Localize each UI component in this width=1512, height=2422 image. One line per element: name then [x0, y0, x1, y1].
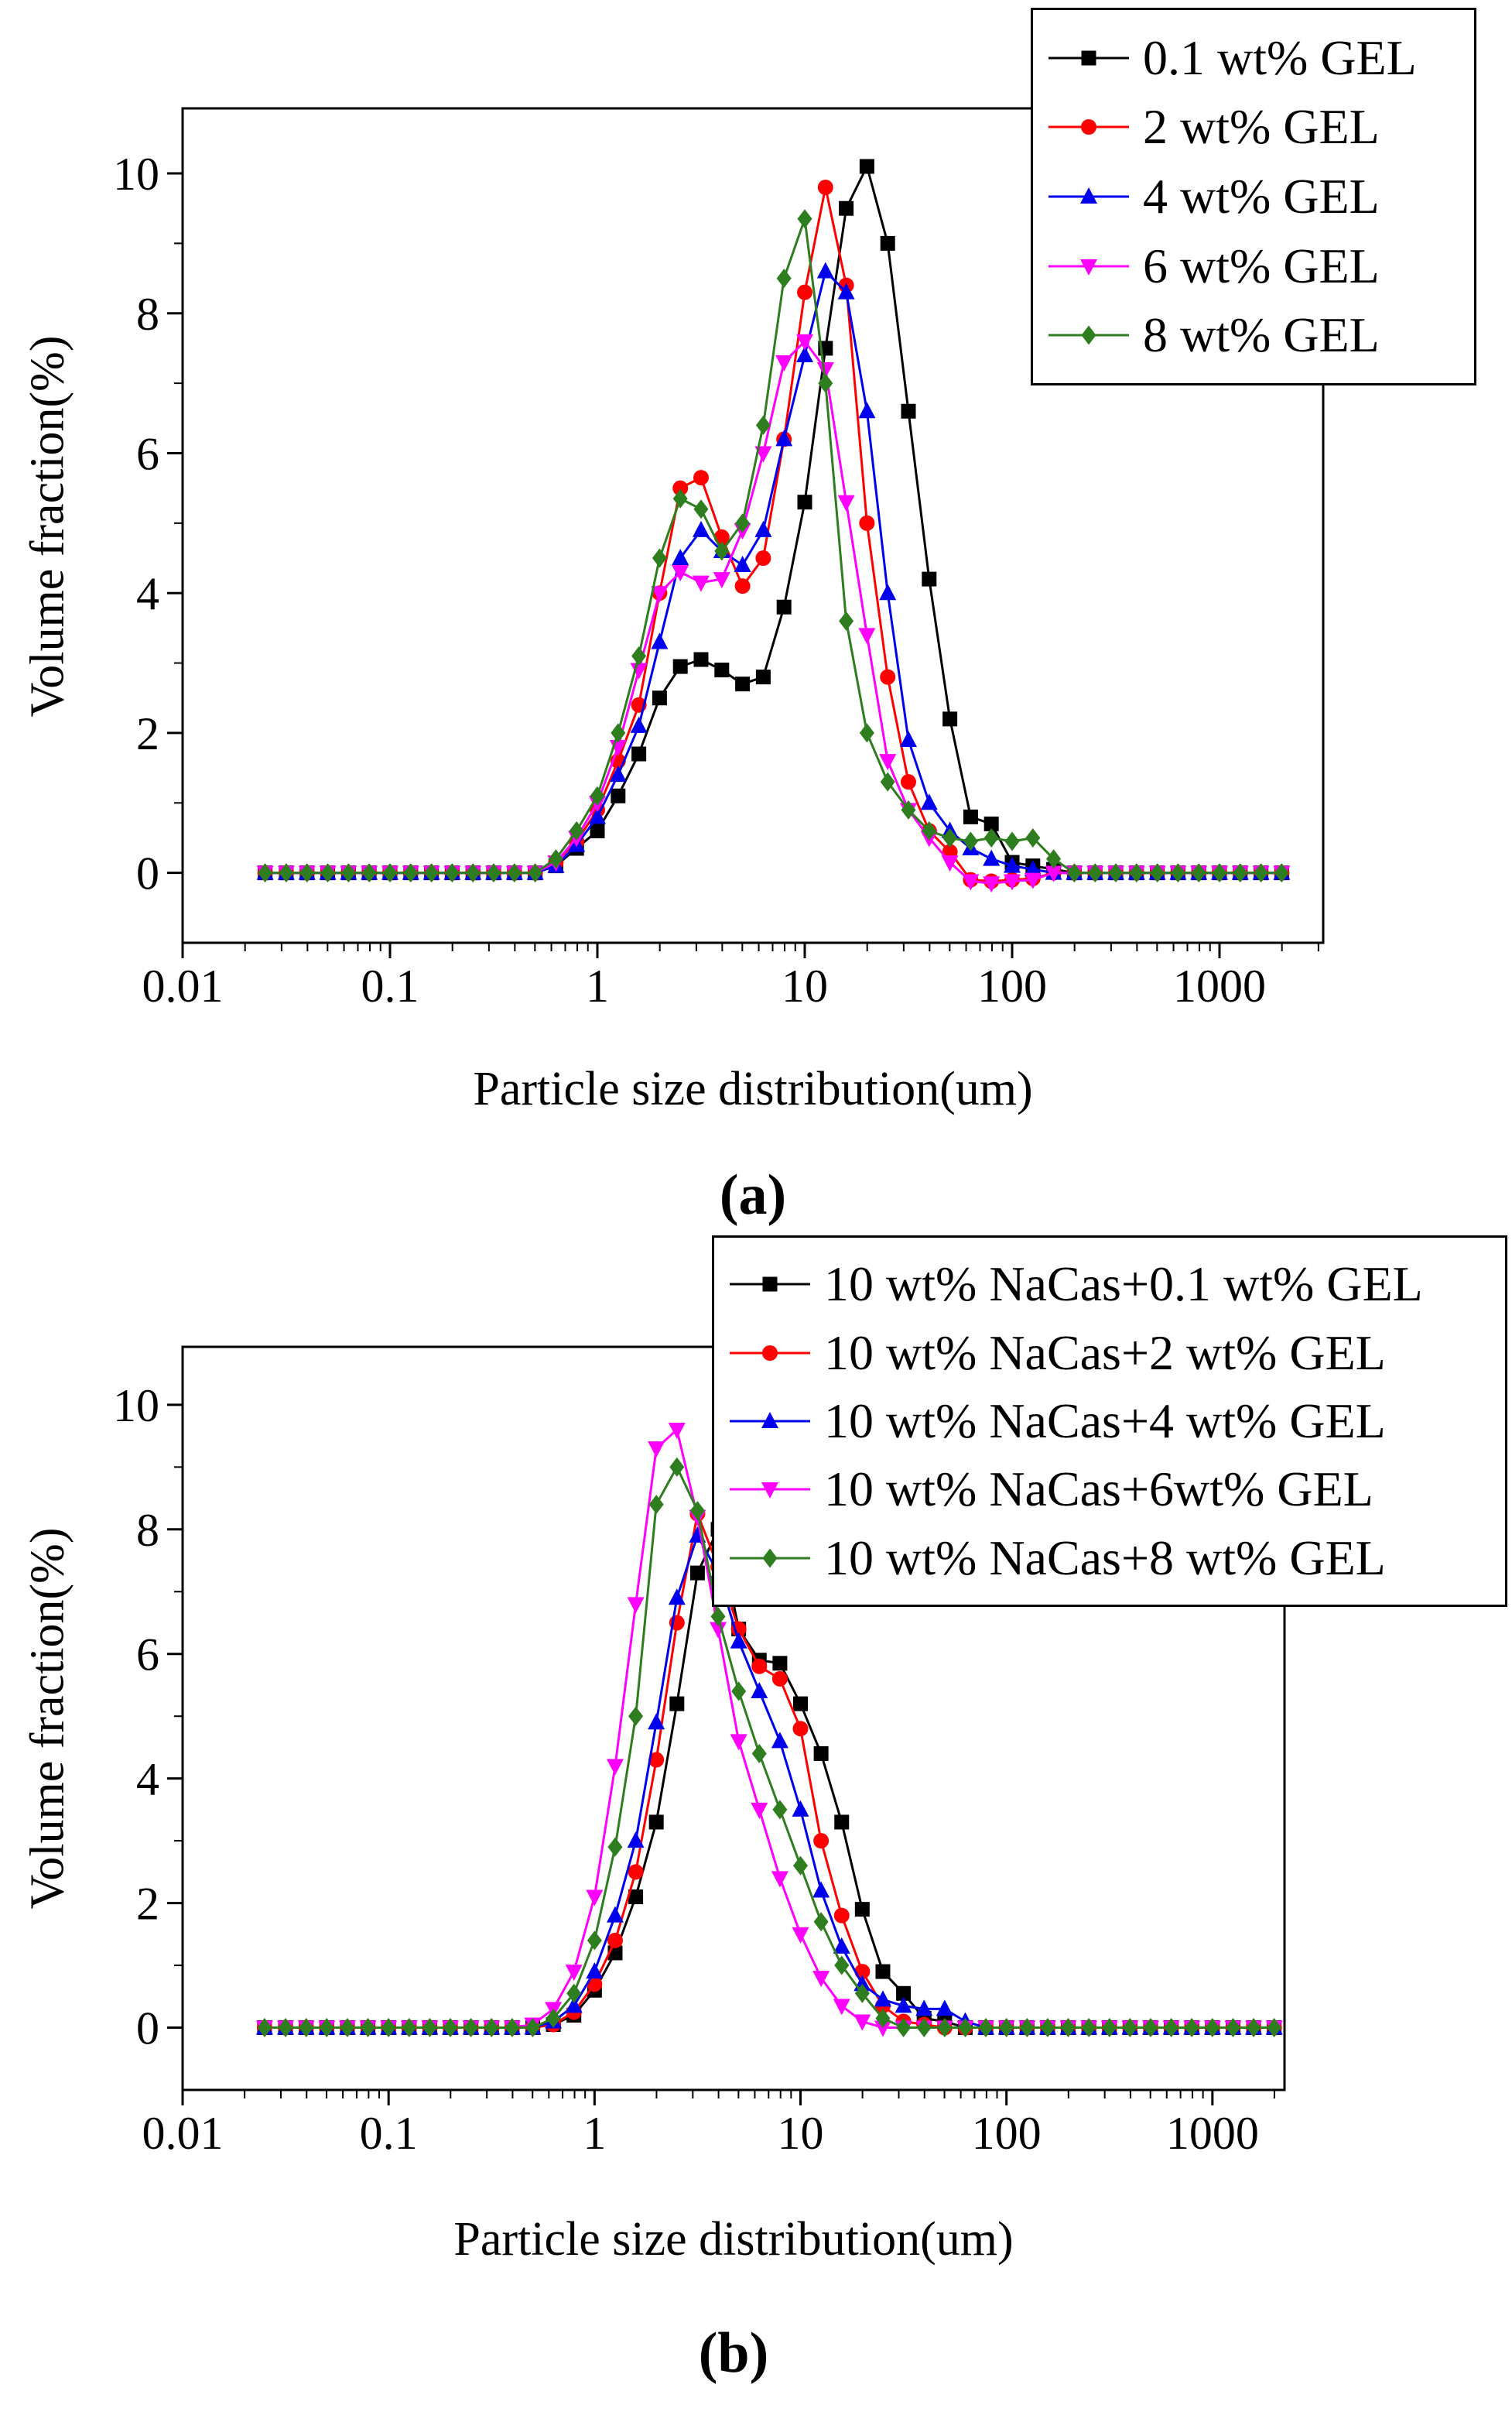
y-axis-title-b: Volume fraction(%) [21, 1527, 74, 1910]
x-tick-label: 1 [583, 2108, 606, 2159]
legend-label: 10 wt% NaCas+6wt% GEL [824, 1461, 1373, 1517]
x-axis-title-a: Particle size distribution(um) [473, 1063, 1033, 1115]
y-axis-b: 0 2 4 6 8 10 [113, 1380, 183, 2054]
legend-label: 10 wt% NaCas+0.1 wt% GEL [824, 1256, 1423, 1312]
triangle-down-legend-marker-icon [730, 1482, 810, 1499]
circle-legend-marker-icon [730, 1345, 810, 1361]
x-tick-label: 10 [778, 2108, 824, 2159]
legend-entry-a-4: 8 wt% GEL [1045, 310, 1466, 360]
legend-label: 10 wt% NaCas+2 wt% GEL [824, 1324, 1386, 1380]
x-tick-label: 1000 [1166, 2108, 1259, 2159]
legend-label: 6 wt% GEL [1143, 238, 1380, 293]
y-tick-label: 2 [136, 708, 159, 759]
y-tick-label: 4 [136, 568, 159, 619]
legend-entry-a-0: 0.1 wt% GEL [1045, 33, 1466, 83]
triangle-down-legend-marker-icon [1048, 259, 1129, 276]
y-tick-label: 6 [136, 1629, 159, 1680]
legend-label: 0.1 wt% GEL [1143, 29, 1417, 85]
square-legend-marker-icon [1048, 50, 1129, 66]
x-axis-b: 0.01 0.1 1 10 100 1000 [142, 2090, 1275, 2159]
legend-a: 0.1 wt% GEL 2 wt% GEL 4 wt% GEL 6 wt% GEL 8 … [1031, 8, 1476, 385]
y-tick-label: 4 [136, 1754, 159, 1805]
legend-label: 2 wt% GEL [1143, 99, 1380, 155]
circle-legend-marker-icon [1048, 119, 1129, 135]
legend-label: 8 wt% GEL [1143, 307, 1380, 363]
square-legend-marker-icon [730, 1276, 810, 1292]
legend-entry-b-4: 10 wt% NaCas+8 wt% GEL [727, 1533, 1497, 1583]
y-tick-label: 2 [136, 1879, 159, 1930]
x-tick-label: 10 [782, 961, 828, 1012]
series-b-4 [257, 1457, 1282, 2038]
y-tick-label: 8 [136, 1505, 159, 1556]
legend-entry-b-0: 10 wt% NaCas+0.1 wt% GEL [727, 1259, 1497, 1309]
legend-label: 10 wt% NaCas+8 wt% GEL [824, 1530, 1386, 1585]
plot-frame [181, 107, 1325, 944]
x-tick-label: 0.1 [360, 2108, 418, 2159]
legend-entry-a-1: 2 wt% GEL [1045, 102, 1466, 152]
diamond-legend-marker-icon [730, 1548, 810, 1568]
series-a-4 [258, 209, 1289, 883]
y-tick-label: 6 [136, 428, 159, 479]
triangle-up-legend-marker-icon [1048, 187, 1129, 204]
y-axis-title-a: Volume fraction(%) [21, 335, 74, 718]
legend-entry-a-2: 4 wt% GEL [1045, 168, 1466, 224]
legend-entry-b-2: 10 wt% NaCas+4 wt% GEL [727, 1396, 1497, 1446]
series-a-3 [256, 334, 1291, 893]
chart-a: 0.01 0.1 1 10 100 1000 0 2 4 6 8 10 [113, 107, 1325, 1012]
legend-b: 10 wt% NaCas+0.1 wt% GEL 10 wt% NaCas+2 w… [712, 1235, 1507, 1607]
triangle-up-legend-marker-icon [730, 1411, 810, 1428]
y-tick-label: 0 [136, 848, 159, 899]
diamond-legend-marker-icon [1048, 325, 1129, 345]
x-tick-label: 100 [977, 961, 1047, 1012]
y-tick-label: 10 [113, 1380, 159, 1431]
panel-caption-a: (a) [719, 1163, 787, 1227]
y-axis-a: 0 2 4 6 8 10 [113, 149, 183, 899]
x-tick-label: 100 [972, 2108, 1042, 2159]
y-tick-label: 10 [113, 149, 159, 200]
y-tick-label: 0 [136, 2003, 159, 2054]
legend-entry-a-3: 6 wt% GEL [1045, 238, 1466, 293]
x-axis-title-b: Particle size distribution(um) [453, 2213, 1014, 2266]
panel-caption-b: (b) [698, 2321, 769, 2385]
x-tick-label: 1 [586, 961, 609, 1012]
y-tick-label: 8 [136, 289, 159, 340]
x-axis-a: 0.01 0.1 1 10 100 1000 [142, 943, 1319, 1012]
x-tick-label: 1000 [1173, 961, 1266, 1012]
legend-entry-b-3: 10 wt% NaCas+6wt% GEL [727, 1465, 1497, 1514]
x-tick-label: 0.01 [142, 961, 224, 1012]
legend-label: 10 wt% NaCas+4 wt% GEL [824, 1393, 1386, 1448]
legend-label: 4 wt% GEL [1143, 168, 1380, 224]
x-tick-label: 0.1 [361, 961, 419, 1012]
legend-entry-b-1: 10 wt% NaCas+2 wt% GEL [727, 1324, 1497, 1380]
x-tick-label: 0.01 [142, 2108, 224, 2159]
